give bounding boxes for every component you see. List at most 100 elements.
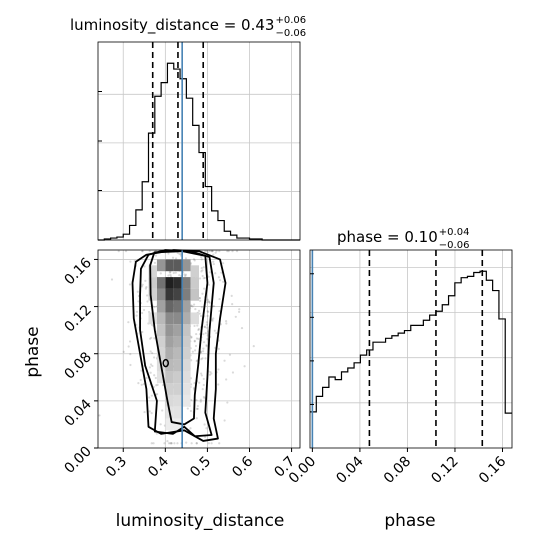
scatter-point <box>167 252 170 255</box>
y-axis-label-phase: phase <box>23 326 43 377</box>
luminosity-distance-histogram <box>98 62 300 241</box>
scatter-point <box>190 398 193 402</box>
density-cell-43 <box>165 394 174 407</box>
scatter-point <box>150 323 154 326</box>
scatter-point <box>161 409 164 412</box>
phase-title-plus: +0.04 <box>439 227 470 238</box>
scatter-point <box>127 345 130 348</box>
scatter-point <box>200 270 203 273</box>
scatter-point <box>210 442 213 445</box>
scatter-point <box>128 283 132 286</box>
scatter-point <box>202 347 205 350</box>
scatter-point <box>178 252 181 256</box>
scatter-point <box>207 283 210 286</box>
scatter-point <box>200 255 203 259</box>
scatter-point <box>143 410 146 414</box>
scatter-point <box>224 319 228 323</box>
scatter-point <box>186 407 189 410</box>
scatter-point <box>124 250 128 253</box>
joint-frame <box>97 249 301 449</box>
density-cell-18 <box>156 312 166 325</box>
scatter-point <box>199 299 202 302</box>
scatter-point <box>163 442 166 445</box>
scatter-point <box>139 378 142 382</box>
scatter-point <box>217 368 220 371</box>
scatter-point <box>200 266 203 270</box>
scatter-point <box>144 287 147 290</box>
scatter-point <box>153 374 156 377</box>
scatter-point <box>201 274 204 278</box>
scatter-point <box>203 325 206 329</box>
scatter-point <box>143 265 146 268</box>
joint-ytick-label-2: 0.08 <box>61 349 94 382</box>
joint-ytick-label-4: 0.16 <box>61 255 94 288</box>
scatter-point <box>168 271 171 274</box>
scatter-point <box>193 349 197 352</box>
scatter-point <box>140 383 143 386</box>
scatter-point <box>218 250 221 253</box>
scatter-point <box>140 311 144 315</box>
scatter-point <box>193 303 196 306</box>
scatter-point <box>217 383 220 386</box>
density-cell-55 <box>190 265 199 278</box>
density-cell-2 <box>156 277 166 289</box>
scatter-point <box>203 423 206 426</box>
scatter-point <box>201 269 204 272</box>
density-cell-27 <box>182 336 191 348</box>
scatter-point <box>129 363 132 367</box>
scatter-point <box>191 350 194 353</box>
phase-marginal-panel: 0.00 0.04 0.08 0.12 0.16 <box>286 249 513 487</box>
density-cell-40 <box>165 383 174 395</box>
scatter-point <box>225 322 228 325</box>
scatter-point <box>171 256 175 259</box>
scatter-point <box>185 441 188 444</box>
scatter-point <box>202 277 205 280</box>
scatter-point <box>193 382 196 385</box>
scatter-point <box>159 423 162 426</box>
density-cell-7 <box>182 288 191 301</box>
density-cell-52 <box>148 277 157 289</box>
joint-xtick-label-2: 0.5 <box>187 454 214 481</box>
scatter-point <box>184 275 187 278</box>
scatter-point <box>146 300 149 303</box>
scatter-point <box>201 388 204 391</box>
luminosity-distance-title-plus: +0.06 <box>275 15 306 26</box>
density-cell-5 <box>173 288 183 301</box>
scatter-point <box>207 310 210 313</box>
scatter-point <box>189 427 192 430</box>
scatter-point <box>208 300 211 303</box>
scatter-point <box>195 399 198 402</box>
scatter-point <box>193 259 196 262</box>
scatter-point <box>199 400 202 403</box>
scatter-point <box>174 257 178 260</box>
scatter-point <box>127 321 130 324</box>
scatter-point <box>210 372 213 375</box>
contour-inner-mark <box>162 358 170 368</box>
scatter-point <box>195 407 199 410</box>
density-cell-19 <box>182 312 191 325</box>
scatter-point <box>205 427 208 430</box>
scatter-point <box>200 258 203 261</box>
scatter-point <box>192 258 196 261</box>
scatter-point <box>169 442 172 445</box>
scatter-point <box>128 340 132 343</box>
density-cell-41 <box>173 383 183 395</box>
density-cell-25 <box>173 336 183 348</box>
scatter-point <box>198 296 201 300</box>
scatter-point <box>205 344 208 347</box>
density-cell-4 <box>165 288 174 301</box>
scatter-point <box>202 333 205 336</box>
luminosity-distance-title: luminosity_distance = 0.43 <box>70 16 274 35</box>
density-cell-33 <box>173 359 183 372</box>
density-cell-39 <box>182 371 191 384</box>
density-cell-12 <box>165 300 174 313</box>
scatter-point <box>197 328 200 332</box>
joint-ytick-label-3: 0.12 <box>61 302 94 335</box>
scatter-point <box>210 250 213 253</box>
scatter-point <box>137 300 140 303</box>
scatter-point <box>222 280 225 283</box>
density-cell-8 <box>165 259 174 272</box>
scatter-point <box>204 332 207 335</box>
scatter-point <box>206 314 209 318</box>
density-cell-1 <box>173 277 183 289</box>
